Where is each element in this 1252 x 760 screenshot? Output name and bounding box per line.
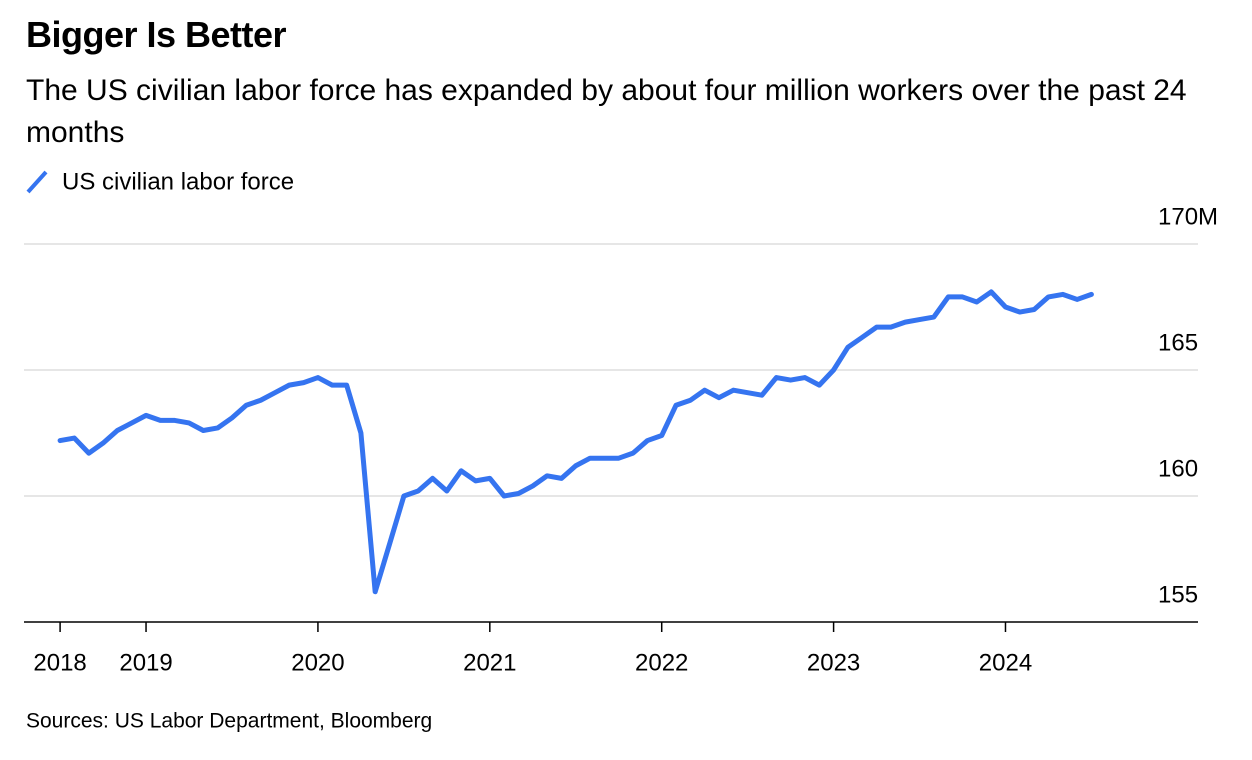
legend-label: US civilian labor force bbox=[62, 168, 294, 195]
x-tick-label: 2024 bbox=[979, 649, 1032, 676]
legend-swatch bbox=[26, 170, 48, 194]
y-tick-label: 165 bbox=[1158, 329, 1198, 356]
y-tick-label: 155 bbox=[1158, 581, 1198, 608]
x-tick-label: 2018 bbox=[33, 649, 86, 676]
data-line bbox=[57, 289, 1094, 595]
x-tick-label: 2022 bbox=[635, 649, 688, 676]
x-tick-label: 2023 bbox=[807, 649, 860, 676]
chart-title: Bigger Is Better bbox=[26, 14, 287, 55]
chart-subtitle: The US civilian labor force has expanded… bbox=[26, 74, 1187, 149]
x-tick-label: 2021 bbox=[463, 649, 516, 676]
y-tick-label: 170M bbox=[1158, 203, 1218, 230]
x-tick-label: 2020 bbox=[291, 649, 344, 676]
x-tick-label: 2019 bbox=[119, 649, 172, 676]
y-tick-label: 160 bbox=[1158, 455, 1198, 482]
source: Sources: US Labor Department, Bloomberg bbox=[26, 710, 432, 733]
